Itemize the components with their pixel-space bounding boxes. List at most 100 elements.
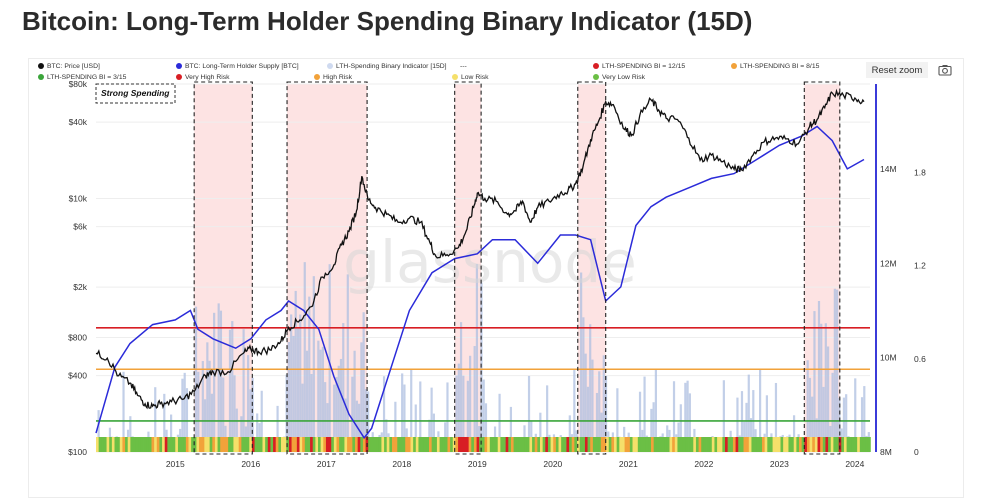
risk-cell [574, 437, 578, 452]
indicator-bar [364, 389, 368, 438]
legend-item-bi-3[interactable]: LTH-SPENDING BI = 3/15 [38, 74, 126, 81]
risk-cell [162, 437, 166, 452]
legend-swatch [593, 63, 599, 69]
risk-cell [344, 437, 348, 452]
risk-cell [563, 437, 567, 452]
legend-item-lth-indicator[interactable]: LTH-Spending Binary Indicator [15D] [327, 63, 447, 70]
legend-item-bi-8[interactable]: LTH-SPENDING BI = 8/15 [731, 63, 819, 70]
x-axis-ticks: 2015 2016 2017 2018 2019 2020 2021 2022 2023 2024 [166, 459, 865, 469]
risk-cell [376, 437, 380, 452]
indicator-bar [353, 350, 356, 438]
y-right-supply-ticks: 8M 10M 12M 14M [880, 164, 897, 457]
risk-cell [114, 437, 118, 452]
risk-cell [579, 437, 583, 452]
risk-cell [796, 437, 800, 452]
indicator-bar [469, 355, 472, 438]
indicator-bar [675, 434, 678, 438]
risk-cell [521, 437, 525, 452]
indicator-bar [752, 390, 755, 438]
lth-supply-line [95, 125, 865, 440]
risk-cell [497, 437, 501, 452]
risk-cell [381, 437, 385, 452]
risk-cell [495, 437, 499, 452]
risk-cell [413, 437, 417, 452]
risk-cell [555, 437, 559, 452]
risk-cell [336, 437, 340, 452]
risk-cell [370, 437, 374, 452]
legend-swatch [38, 63, 44, 69]
risk-cell [669, 437, 673, 452]
risk-cell [777, 437, 781, 452]
risk-cell [754, 437, 758, 452]
indicator-bar [813, 311, 816, 438]
indicator-bar [459, 322, 463, 438]
risk-cell [183, 437, 187, 452]
indicator-bar [523, 425, 526, 438]
legend-item-price[interactable]: BTC: Price [USD] [38, 63, 100, 70]
indicator-bar [224, 425, 227, 438]
indicator-bar [575, 430, 578, 438]
reset-zoom-button[interactable]: Reset zoom [866, 62, 928, 78]
risk-cell [254, 437, 258, 452]
legend-item-separator[interactable]: --- [460, 63, 467, 70]
legend-item-bi-12[interactable]: LTH-SPENDING BI = 12/15 [593, 63, 685, 70]
indicator-bar [339, 358, 343, 438]
camera-icon[interactable] [938, 63, 952, 77]
risk-cell [685, 437, 689, 452]
risk-cell [592, 437, 596, 452]
indicator-bar [378, 434, 381, 438]
lth-indicator-bars [97, 262, 870, 438]
risk-cell [764, 437, 768, 452]
indicator-bar [317, 340, 320, 438]
indicator-bar [600, 412, 603, 438]
risk-cell [508, 437, 512, 452]
risk-cell [484, 437, 488, 452]
risk-cell [775, 437, 779, 452]
risk-cell [458, 437, 462, 452]
x-tick-label: 2018 [392, 459, 411, 469]
risk-cell [735, 437, 739, 452]
risk-cell [347, 437, 351, 452]
risk-cell [392, 437, 396, 452]
y-right-indicator-tick-label: 0 [914, 447, 919, 457]
risk-cell [333, 437, 337, 452]
risk-cell [259, 437, 263, 452]
risk-cell [537, 437, 541, 452]
risk-cell [407, 437, 411, 452]
indicator-bar [346, 274, 349, 438]
indicator-bar [781, 434, 784, 438]
risk-cell [695, 437, 699, 452]
risk-cell [397, 437, 401, 452]
risk-cell [690, 437, 694, 452]
indicator-bar [478, 426, 481, 438]
risk-cell [817, 437, 821, 452]
strong-spending-box [803, 81, 841, 455]
indicator-bar [108, 427, 112, 438]
indicator-bar [176, 434, 179, 438]
indicator-bar [845, 394, 848, 438]
legend-item-very-low-risk[interactable]: Very Low Risk [593, 74, 645, 81]
risk-cell [571, 437, 575, 452]
risk-cell [341, 437, 345, 452]
indicator-bar [432, 413, 435, 438]
risk-cell [455, 437, 459, 452]
indicator-bar [222, 377, 225, 438]
x-tick-label: 2024 [845, 459, 864, 469]
indicator-bar [430, 387, 433, 438]
risk-cell [101, 437, 105, 452]
risk-cell [307, 437, 311, 452]
risk-cell [143, 437, 147, 452]
indicator-bar [638, 391, 642, 438]
legend-item-very-high-risk[interactable]: Very High Risk [176, 74, 230, 81]
risk-cell [629, 437, 633, 452]
legend-item-lth-supply[interactable]: BTC: Long-Term Holder Supply [BTC] [176, 63, 299, 70]
indicator-bar [616, 388, 619, 438]
indicator-bar [194, 306, 198, 438]
y-right-indicator-tick-label: 1.2 [914, 261, 926, 271]
risk-cell [553, 437, 557, 452]
legend-item-high-risk[interactable]: High Risk [314, 74, 352, 81]
indicator-bar [299, 314, 302, 438]
legend-item-low-risk[interactable]: Low Risk [452, 74, 489, 81]
risk-cell [732, 437, 736, 452]
